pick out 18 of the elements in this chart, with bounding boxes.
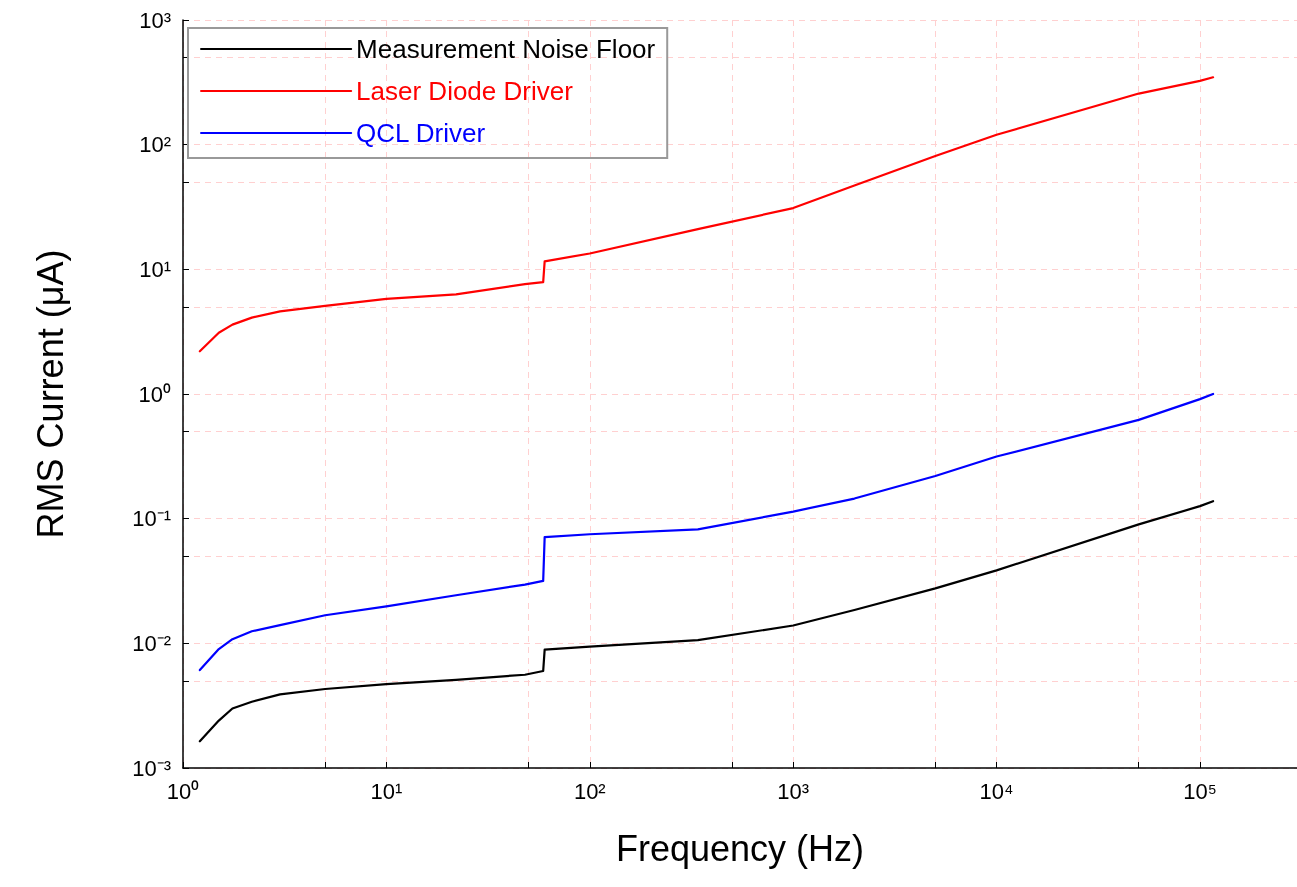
y-axis-title: RMS Current (μA) (29, 249, 71, 539)
y-tick-label: 10⁻³ (132, 755, 171, 781)
y-tick-label: 10¹ (139, 256, 171, 282)
text: QCL Driver (356, 118, 486, 148)
x-axis-title: Frequency (Hz) (615, 827, 865, 869)
x-tick-label: 10⁰ (166, 778, 200, 804)
y-tick-label: 10² (139, 132, 171, 158)
x-tick-label: 10⁵ (1183, 778, 1217, 804)
x-tick-label: 10² (573, 778, 606, 804)
text: Measurement Noise Floor (356, 34, 656, 64)
y-tick-label: 10⁻² (132, 630, 171, 656)
y-tick-label: 10⁰ (138, 381, 171, 407)
x-tick-label: 10³ (777, 778, 810, 804)
text: Laser Diode Driver (356, 76, 574, 106)
x-tick-label: 10¹ (370, 778, 403, 804)
x-tick-label: 10⁴ (979, 778, 1014, 804)
y-tick-label: 10³ (139, 7, 171, 33)
y-tick-label: 10⁻¹ (132, 506, 171, 532)
